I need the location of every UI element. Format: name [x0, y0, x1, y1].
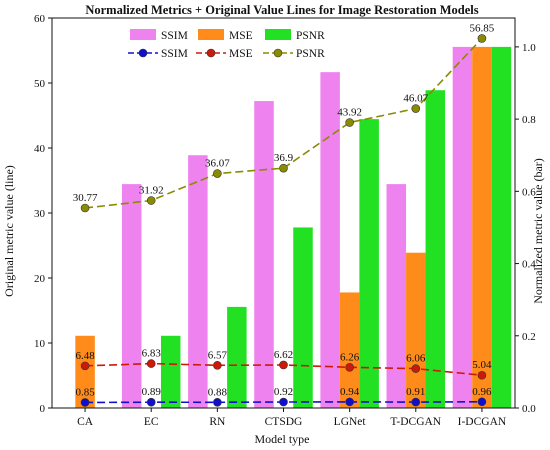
x-tick-label-ca: CA: [77, 416, 94, 428]
right-tick-label: 0.2: [522, 331, 536, 343]
bar-psnr-ctsdg: [293, 227, 313, 408]
bar-ssim-rn: [188, 155, 208, 408]
point-ssim-rn: [213, 397, 222, 407]
chart-title: Normalized Metrics + Original Value Line…: [85, 3, 478, 17]
right-tick-label: 1.0: [522, 42, 536, 54]
bar-ssim-t-dcgan: [386, 184, 407, 408]
right-tick-label: 0.4: [522, 259, 536, 271]
legend-marker-psnr: [273, 48, 283, 58]
point-label-mse-rn: 6.57: [208, 349, 228, 361]
point-label-ssim-t-dcgan: 0.91: [406, 386, 425, 398]
x-tick-label-t-dcgan: T-DCGAN: [390, 416, 441, 428]
point-ssim-ctsdg: [279, 397, 288, 407]
x-tick-label-lgnet: LGNet: [334, 416, 367, 428]
bar-mse-ca: [75, 335, 95, 408]
bar-mse-t-dcgan: [406, 252, 426, 408]
axes-layer: 0 10 20 30 40 50 60 0.0 0.2 0.4 0.6 0.8 1.0 CA EC RN CTS…: [34, 13, 536, 428]
bar-ssim-ctsdg: [254, 101, 274, 409]
point-label-psnr-rn: 36.07: [205, 158, 230, 170]
point-mse-ec: [146, 359, 156, 368]
bar-psnr-rn: [227, 306, 247, 408]
left-tick-label: 20: [34, 273, 46, 285]
point-label-ssim-i-dcgan: 0.96: [472, 386, 492, 398]
point-label-ssim-ctsdg: 0.92: [274, 386, 293, 398]
legend-label-bar-psnr: PSNR: [296, 30, 325, 42]
point-mse-lgnet: [345, 363, 354, 372]
point-label-ssim-rn: 0.88: [208, 386, 228, 398]
left-axis-title: Original metric value (line): [2, 165, 16, 297]
legend-swatch-bar-ssim: [130, 29, 156, 40]
legend-label-line-ssim: SSIM: [161, 48, 188, 60]
left-tick-label: 50: [34, 78, 46, 90]
bar-psnr-t-dcgan: [425, 90, 446, 408]
x-tick-label-ec: EC: [144, 416, 159, 428]
left-tick-label: 40: [34, 143, 46, 155]
point-psnr-i-dcgan: [477, 34, 487, 43]
x-tick-label-ctsdg: CTSDG: [265, 416, 303, 428]
bar-psnr-i-dcgan: [491, 46, 512, 409]
legend-marker-ssim: [138, 48, 148, 58]
point-label-psnr-lgnet: 43.92: [337, 107, 362, 119]
point-label-mse-ctsdg: 6.62: [274, 349, 293, 361]
point-mse-ca: [80, 361, 90, 371]
legend-label-line-mse: MSE: [229, 48, 253, 60]
legend-label-bar-ssim: SSIM: [161, 30, 188, 42]
point-labels-layer: 0.85 0.89 0.88 0.92 0.94 0.91 0.96 6.48 6.83 6.57…: [73, 22, 495, 398]
bar-psnr-lgnet: [359, 119, 379, 408]
point-label-ssim-lgnet: 0.94: [340, 386, 360, 398]
point-ssim-lgnet: [345, 397, 354, 407]
right-tick-label: 0.6: [522, 186, 536, 198]
legend-swatch-bar-mse: [198, 29, 224, 40]
point-ssim-t-dcgan: [411, 397, 421, 407]
point-label-psnr-i-dcgan: 56.85: [470, 22, 495, 34]
bar-ssim-i-dcgan: [452, 46, 473, 409]
left-tick-label: 0: [40, 403, 46, 415]
point-mse-i-dcgan: [477, 370, 487, 380]
point-label-psnr-ec: 31.92: [139, 185, 164, 197]
bar-mse-i-dcgan: [472, 46, 492, 409]
bar-ssim-lgnet: [320, 72, 340, 409]
point-psnr-ctsdg: [279, 163, 288, 173]
bar-psnr-ec: [160, 335, 181, 408]
point-label-mse-ec: 6.83: [142, 348, 162, 360]
right-tick-label: 0.8: [522, 114, 536, 126]
legend-label-line-psnr: PSNR: [296, 48, 325, 60]
point-label-psnr-ctsdg: 36.9: [274, 152, 294, 164]
point-label-mse-t-dcgan: 6.06: [406, 353, 426, 365]
point-ssim-ec: [146, 397, 156, 407]
point-label-mse-i-dcgan: 5.04: [472, 359, 492, 371]
x-axis-title: Model type: [255, 432, 310, 446]
left-tick-label: 30: [34, 208, 46, 220]
point-mse-ctsdg: [279, 360, 288, 370]
point-ssim-i-dcgan: [477, 397, 487, 407]
point-label-ssim-ec: 0.89: [142, 386, 162, 398]
point-ssim-ca: [80, 398, 90, 407]
point-label-mse-ca: 6.48: [75, 350, 95, 362]
legend-label-bar-mse: MSE: [229, 30, 253, 42]
point-label-ssim-ca: 0.85: [75, 386, 95, 398]
point-mse-t-dcgan: [411, 364, 421, 373]
point-label-psnr-t-dcgan: 46.07: [403, 93, 428, 105]
right-axis-title: Normalized metric value (bar): [531, 158, 545, 304]
right-tick-label: 0.0: [522, 403, 536, 415]
point-mse-rn: [213, 360, 222, 370]
point-psnr-lgnet: [345, 118, 354, 127]
bar-mse-lgnet: [339, 292, 360, 408]
point-psnr-ec: [146, 196, 156, 205]
x-tick-label-rn: RN: [209, 416, 226, 428]
left-tick-label: 10: [34, 338, 46, 350]
point-psnr-rn: [213, 169, 222, 178]
bar-ssim-ec: [121, 184, 142, 408]
x-tick-label-i-dcgan: I-DCGAN: [458, 416, 507, 428]
legend-marker-mse: [206, 48, 216, 58]
lines-layer: [80, 34, 487, 407]
point-label-mse-lgnet: 6.26: [340, 351, 360, 363]
legend-swatch-bar-psnr: [265, 29, 291, 40]
point-psnr-t-dcgan: [411, 104, 421, 113]
legend: SSIM MSE PSNR SSIM MSE PSNR: [128, 29, 325, 60]
point-psnr-ca: [80, 203, 90, 213]
left-tick-label: 60: [34, 13, 46, 25]
point-label-psnr-ca: 30.77: [73, 192, 98, 204]
